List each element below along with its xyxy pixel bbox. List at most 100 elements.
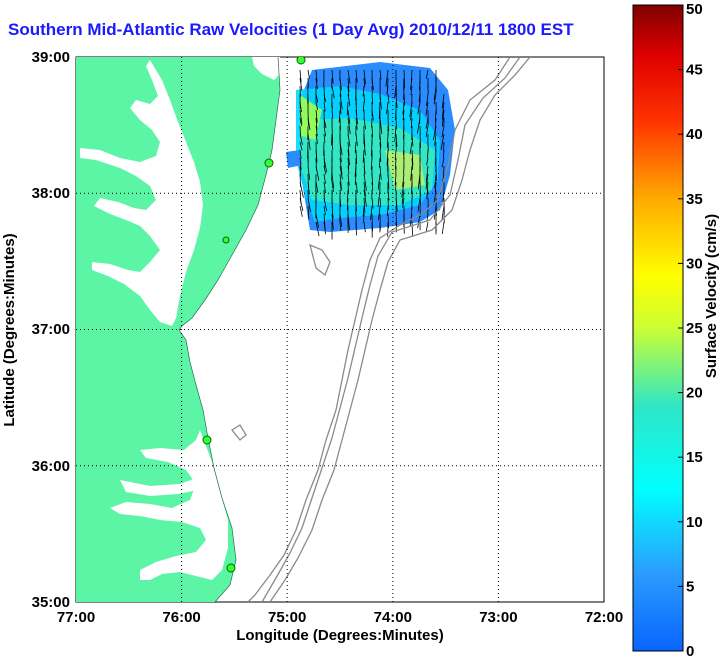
velocity-arrow: [347, 141, 350, 157]
velocity-arrow: [299, 141, 303, 151]
velocity-arrow: [441, 205, 445, 221]
map-grid: [76, 57, 604, 602]
velocity-arrow: [425, 165, 429, 183]
velocity-arrow: [339, 173, 342, 190]
velocity-arrow: [379, 133, 382, 148]
x-tick: 73:00: [479, 609, 517, 626]
velocity-arrow: [394, 173, 397, 186]
velocity-arrow: [371, 181, 374, 191]
velocity-arrow: [433, 93, 437, 105]
velocity-arrow: [379, 93, 382, 110]
velocity-arrow: [394, 125, 397, 142]
velocity-arrow: [339, 117, 341, 131]
velocity-arrow: [307, 117, 311, 130]
velocity-arrow: [362, 101, 365, 112]
velocity-arrow: [401, 189, 405, 204]
pamlico-sound: [110, 430, 228, 580]
velocity-arrow: [377, 173, 381, 190]
colorbar-tick: 5: [686, 578, 694, 595]
x-tick: 72:00: [585, 609, 623, 626]
velocity-arrow: [363, 173, 367, 191]
colorbar-tick: 25: [686, 320, 703, 337]
colorbar-tick: 35: [686, 191, 703, 208]
velocity-arrow: [355, 133, 358, 147]
velocity-arrow: [339, 221, 342, 231]
velocity-arrow: [426, 157, 429, 166]
velocity-arrow: [299, 181, 304, 198]
velocity-arrow: [347, 85, 350, 97]
velocity-arrow: [299, 117, 302, 126]
velocity-arrow: [347, 77, 350, 92]
velocity-arrow: [315, 101, 318, 110]
velocity-arrow: [354, 141, 357, 153]
x-tick: 77:00: [57, 609, 95, 626]
delaware-bay: [252, 57, 282, 80]
velocity-arrow: [331, 205, 334, 219]
x-axis-label: Longitude (Degrees:Minutes): [236, 627, 444, 644]
velocity-arrow: [315, 181, 319, 193]
velocity-arrow: [307, 133, 311, 151]
velocity-arrow: [419, 189, 421, 206]
velocity-arrow: [371, 93, 374, 105]
velocity-arrow: [315, 69, 318, 83]
velocity-arrow: [363, 77, 366, 88]
velocity-arrow: [339, 197, 342, 207]
velocity-arrow: [411, 133, 414, 147]
velocity-arrow: [331, 85, 335, 99]
y-tick: 36:00: [32, 458, 70, 475]
velocity-arrow: [331, 141, 334, 150]
albemarle-sound: [120, 478, 198, 496]
velocity-arrow: [386, 205, 389, 216]
velocity-arrow: [323, 181, 326, 194]
velocity-arrow: [307, 69, 310, 79]
velocity-arrow: [307, 181, 310, 195]
velocity-arrow: [411, 221, 414, 237]
velocity-arrow: [387, 117, 389, 132]
station-marker: [264, 158, 274, 168]
velocity-arrow: [425, 101, 429, 116]
velocity-arrow: [363, 197, 366, 214]
velocity-arrow: [347, 69, 351, 84]
velocity-arrow: [315, 133, 318, 144]
velocity-arrow: [411, 157, 414, 170]
velocity-arrow: [417, 197, 421, 212]
velocity-arrow: [435, 165, 438, 181]
x-axis: 77:00 76:00 75:00 74:00 73:00 72:00 Long…: [57, 609, 623, 644]
velocity-arrow: [323, 133, 326, 143]
velocity-arrow: [347, 149, 350, 166]
bathymetry-contours: [231, 57, 531, 602]
velocity-arrow: [347, 133, 351, 147]
station-marker: [202, 435, 212, 445]
velocity-arrow: [386, 101, 389, 115]
velocity-arrow: [371, 109, 374, 121]
velocity-arrow: [434, 173, 437, 189]
velocity-arrow: [299, 77, 303, 91]
velocity-arrow: [363, 141, 366, 156]
velocity-arrow: [425, 69, 429, 79]
velocity-arrow: [299, 149, 302, 159]
velocity-arrow: [442, 189, 445, 203]
y-axis: 39:00 38:00 37:00 36:00 35:00 Latitude (…: [1, 49, 70, 611]
velocity-arrow: [315, 165, 320, 181]
velocity-arrow: [401, 181, 405, 198]
velocity-arrow: [323, 221, 326, 235]
velocity-arrow: [323, 93, 327, 102]
velocity-arrow: [371, 77, 374, 91]
velocity-arrow: [409, 141, 413, 155]
colorbar-tick: 10: [686, 514, 703, 531]
velocity-arrow: [371, 125, 373, 138]
velocity-arrow: [409, 101, 413, 117]
colorbar-scale: [632, 4, 684, 652]
velocity-arrow: [347, 109, 351, 124]
velocity-arrow: [410, 77, 413, 90]
station-marker: [296, 57, 306, 65]
colorbar: 0 5 10 15 20 25 30 35 40 45 50 Surface Velocity (c…: [632, 1, 720, 659]
velocity-arrow: [402, 173, 405, 188]
velocity-arrow: [331, 173, 335, 189]
velocity-arrow: [347, 157, 350, 169]
velocity-arrow: [339, 165, 343, 180]
velocity-arrow: [362, 85, 365, 97]
velocity-arrow: [299, 165, 301, 177]
velocity-arrow: [386, 149, 389, 166]
velocity-arrow: [426, 93, 429, 106]
